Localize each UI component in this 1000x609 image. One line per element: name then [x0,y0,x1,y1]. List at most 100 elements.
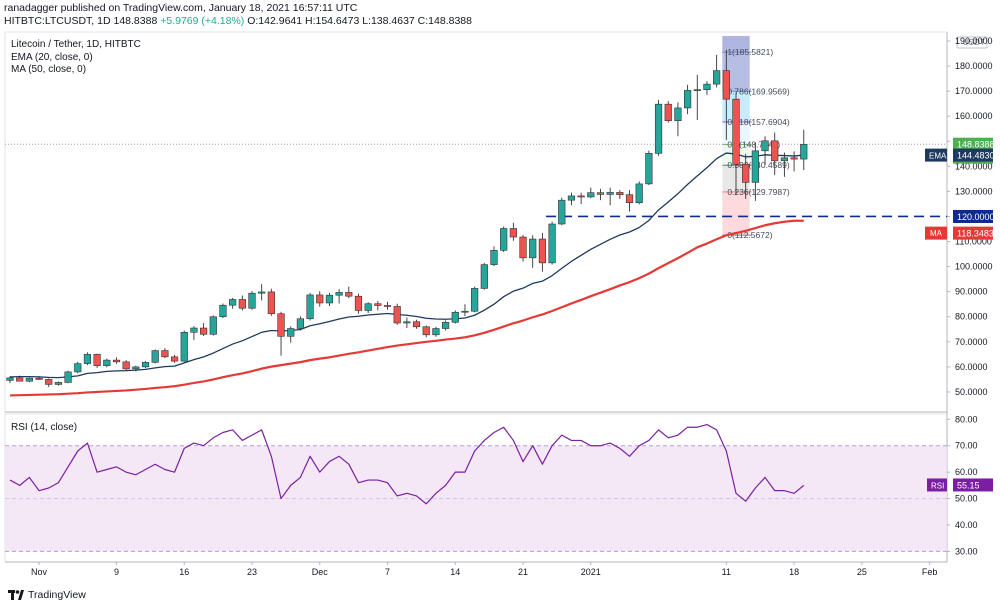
candle-body [558,199,566,225]
fib-level-label: 1(185.5821) [727,47,773,57]
candle [606,187,614,206]
candle [180,330,188,362]
candle [567,192,576,206]
candle-body [441,321,450,329]
candle-body [800,143,808,160]
candle [800,129,808,171]
x-tick-label: 18 [789,567,799,577]
candle [703,81,711,95]
candle [616,190,624,199]
candle-body [664,103,672,122]
x-tick-label: 21 [518,567,528,577]
y-tick-label: 70.0000 [955,337,988,347]
candle-body [335,292,343,296]
candle [277,311,285,356]
y-tick-label: 160.0000 [955,111,993,121]
y-tick-label: 50.0000 [955,387,988,397]
rsi-tick-label: 40.00 [955,520,978,530]
candle [103,358,111,368]
fib-level-label: 0.236(129.7987) [727,187,790,197]
y-tick-label: 60.0000 [955,362,988,372]
candle-body [354,295,363,311]
x-tick-label: Feb [922,567,938,577]
candle [403,317,411,329]
candle [625,190,634,212]
candle [35,376,43,380]
legend-ma: MA (50, close, 0) [11,64,87,75]
rsi-tag-label: RSI [931,481,944,490]
fib-level-label: 0.618(157.6904) [727,117,790,127]
ema-tag-label: EMA [929,152,947,161]
candle [509,222,517,241]
candle [161,348,169,359]
candle-body [151,350,159,363]
candle-body [209,316,217,335]
fib-level-label: 0.5(148.7247) [727,139,780,149]
candle [674,102,682,137]
candle-body [141,362,150,368]
x-tick-label: 16 [179,567,189,577]
x-tick-label: 23 [247,567,257,577]
ema-value-tag-bg [953,148,993,162]
candle [471,286,479,313]
y-tick-label: 110.0000 [955,237,992,247]
candle [364,302,372,313]
candle-body [258,291,266,294]
candle-body [35,377,43,380]
candle [219,303,227,318]
publish-info: ranadagger published on TradingView.com,… [4,2,358,14]
candle [132,365,140,372]
candle [83,352,92,366]
candle [412,319,421,329]
last-price: 148.8388 [113,15,158,27]
candle [519,235,527,262]
rsi-tick-label: 30.00 [955,546,978,556]
candle [122,360,130,371]
rsi-tick-label: 50.00 [955,494,978,504]
candle-body [267,291,275,315]
candle-body [500,228,508,251]
candle [325,292,334,306]
last-price-tag: 148.8388 [957,140,995,150]
candle [422,325,430,338]
candle [713,54,721,88]
x-tick-label: 2021 [581,567,601,577]
y-tick-label: 140.0000 [955,161,993,171]
candle-body [180,331,188,362]
candle-body [383,305,392,307]
x-tick-label: Dec [312,567,329,577]
candle-body [422,326,430,336]
candle [93,353,101,368]
candle-body [703,83,711,90]
candle-body [45,379,53,385]
price-change: +5.9769 (+4.18%) [160,15,245,27]
fib-level-label: 0(112.5672) [727,230,772,240]
footer-brand: TradingView [28,589,86,601]
candle-body [132,366,140,370]
y-tick-label: 90.0000 [955,287,988,297]
candle-body [567,195,576,201]
candle [451,310,459,324]
x-tick-label: Nov [31,567,48,577]
candle-body [25,377,33,382]
symbol-info: HITBTC:LTCUSDT, 1D 148.8388 +5.9769 (+4.… [4,15,472,28]
ohlc-values: O:142.9641 H:154.6473 L:138.4637 C:148.8… [247,15,472,27]
y-tick-label: 100.0000 [955,262,993,272]
chart-legend: Litecoin / Tether, 1D, HITBTC EMA (20, c… [11,39,141,77]
candle [761,136,769,166]
rsi-value-tag: 55.15 [957,480,980,490]
candle [335,289,343,304]
ma50-line [9,219,804,397]
candle [742,153,750,199]
candle-body [780,157,788,162]
candle [141,361,150,369]
candle [722,49,730,141]
candle [383,301,392,310]
candle-body [509,228,517,238]
currency-label: USDT [963,38,985,47]
rsi-tick-label: 60.00 [955,467,978,477]
candle [645,150,653,186]
candle-body [722,70,730,100]
candle-body [6,377,14,381]
